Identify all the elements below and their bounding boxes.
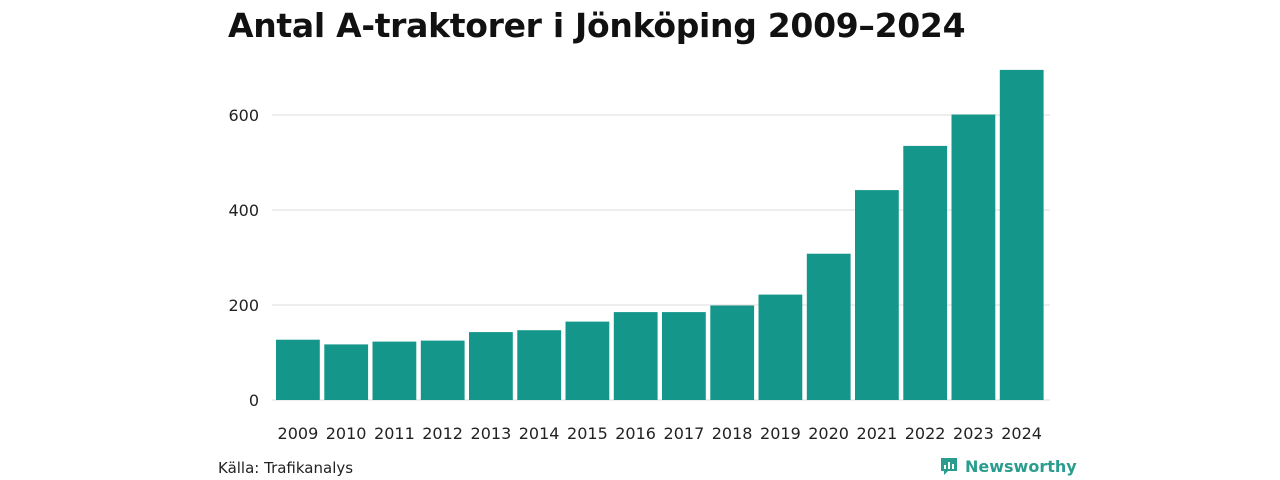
bar-2010: [324, 344, 369, 400]
x-tick-label: 2013: [471, 424, 512, 443]
x-tick-label: 2014: [519, 424, 560, 443]
x-axis-ticks: 2009 2010 2011 2012 2013 2014 2015 2016 2017 2018…: [278, 424, 1042, 443]
x-tick-label: 2011: [374, 424, 415, 443]
bar-2019: [758, 294, 803, 400]
x-tick-label: 2022: [905, 424, 946, 443]
bar-2023: [951, 114, 996, 400]
bar-2017: [662, 312, 706, 400]
source-note: Källa: Trafikanalys: [218, 459, 354, 477]
x-tick-label: 2017: [664, 424, 705, 443]
bar-2022: [903, 145, 948, 400]
x-tick-label: 2016: [615, 424, 656, 443]
bars: [276, 69, 1044, 401]
y-tick-label: 0: [249, 391, 259, 410]
bar-2018: [710, 305, 755, 400]
bar-2013: [469, 332, 513, 400]
chart-title: Antal A-traktorer i Jönköping 2009–2024: [228, 6, 966, 45]
y-tick-label: 400: [228, 201, 259, 220]
x-tick-label: 2009: [278, 424, 319, 443]
x-tick-label: 2012: [422, 424, 463, 443]
y-axis-ticks: 0 200 400 600: [228, 106, 259, 410]
bar-2016: [613, 312, 658, 400]
y-tick-label: 600: [228, 106, 259, 125]
brand-name: Newsworthy: [965, 456, 1077, 476]
bar-2024: [999, 69, 1044, 401]
bar-2015: [565, 321, 610, 400]
bar-2014: [517, 330, 562, 400]
x-tick-label: 2024: [1001, 424, 1042, 443]
x-tick-label: 2010: [326, 424, 367, 443]
brand-logo: Newsworthy: [939, 456, 1077, 476]
bar-2011: [372, 341, 417, 400]
bar-2009: [276, 339, 320, 400]
newsworthy-logo-icon: [941, 458, 957, 475]
y-tick-label: 200: [228, 296, 259, 315]
x-tick-label: 2018: [712, 424, 753, 443]
x-tick-label: 2019: [760, 424, 801, 443]
bar-2012: [420, 340, 465, 400]
x-tick-label: 2020: [808, 424, 849, 443]
bar-2021: [855, 190, 899, 400]
x-tick-label: 2021: [857, 424, 898, 443]
bar-2020: [806, 253, 851, 400]
x-tick-label: 2015: [567, 424, 608, 443]
x-tick-label: 2023: [953, 424, 994, 443]
